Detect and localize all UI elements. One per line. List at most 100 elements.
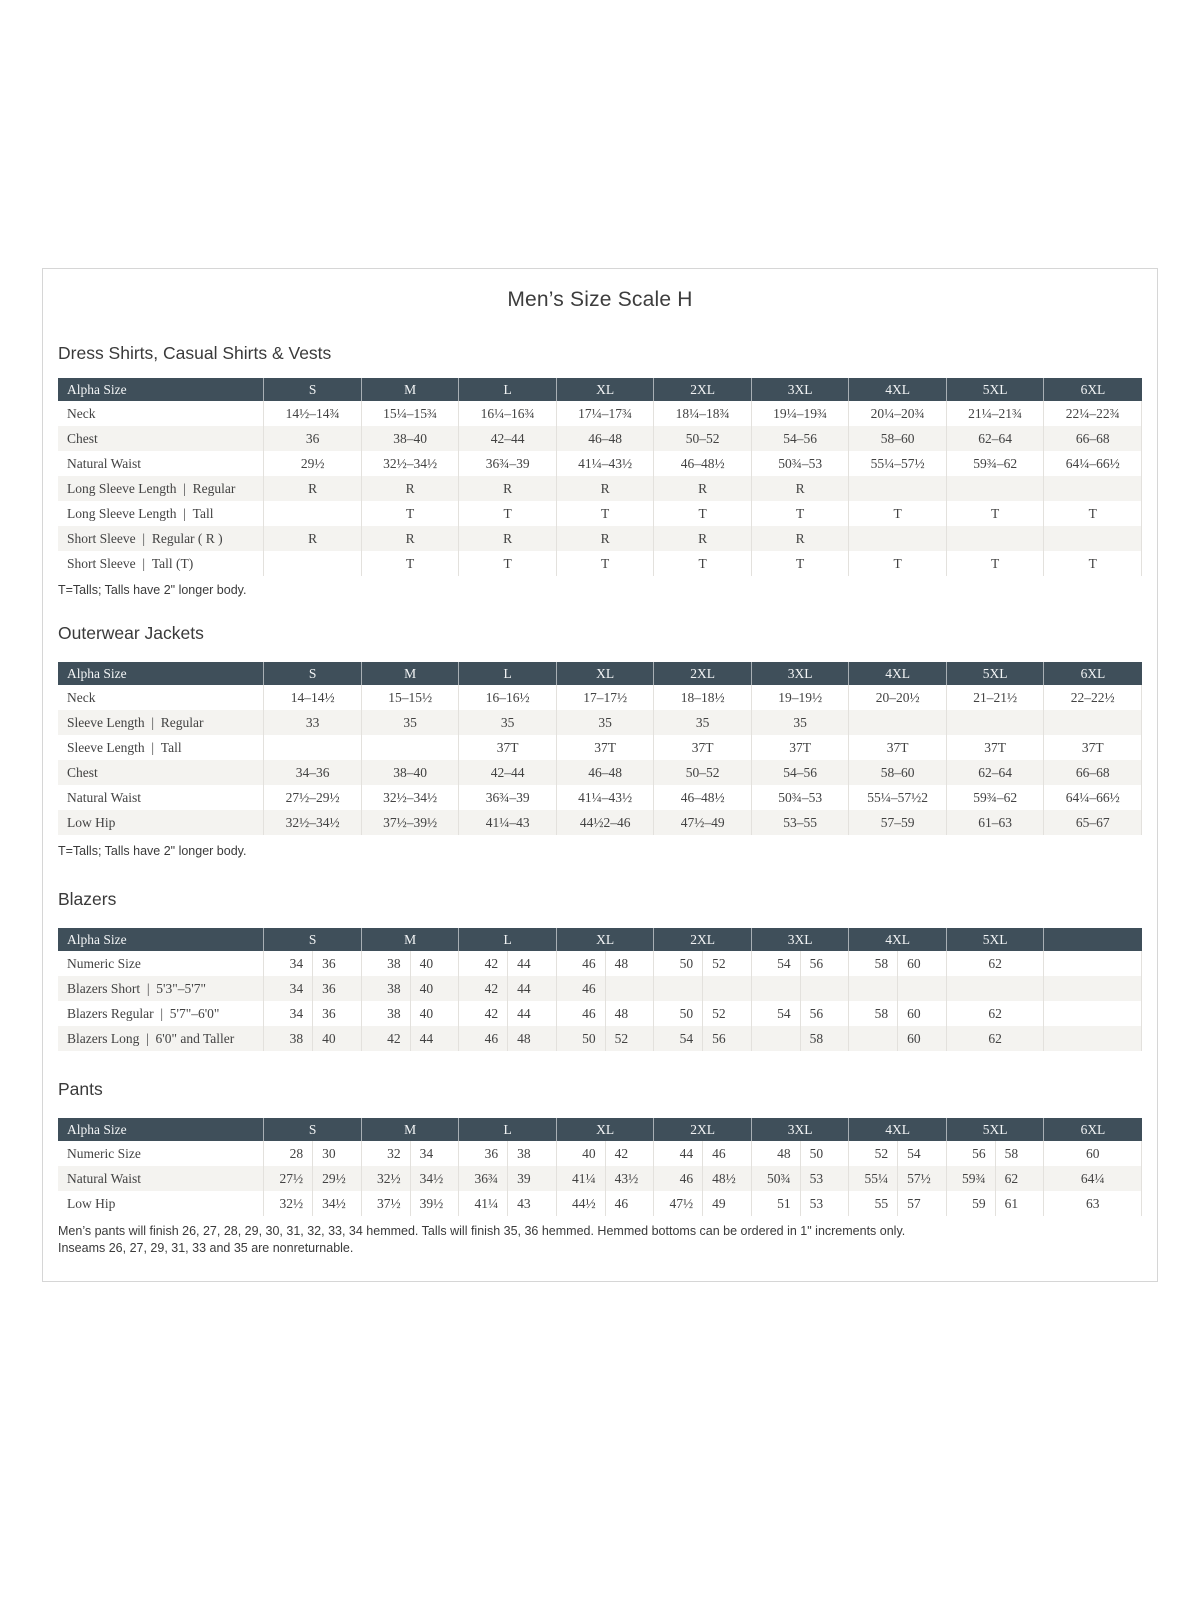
row-label: Sleeve Length | Regular [58,710,265,735]
row-label-header: Alpha Size [58,928,265,951]
talls-footnote-dress-shirts: T=Talls; Talls have 2" longer body. [58,583,247,597]
blazers-size-table: Alpha Size S M L XL 2XL 3XL 4XL 5XL Numeric Size 3… [58,928,1142,1051]
size-cell: R [556,526,655,551]
size-cell: 29½ [263,451,362,476]
size-cell: 44½ [556,1191,606,1216]
size-cell: 16¼–16¾ [458,401,557,426]
size-cell: 32½ [361,1166,411,1191]
pants-footnote-hemming: Men’s pants will finish 26, 27, 28, 29, … [58,1224,906,1238]
size-cell: 36 [312,1001,362,1026]
size-cell: T [361,501,460,526]
size-cell: 42 [361,1026,411,1051]
size-cell: 44½2–46 [556,810,655,835]
size-cell: 46 [653,1166,704,1191]
size-cell: 41¼–43 [458,810,557,835]
size-cell: R [361,526,460,551]
size-cell: 54–56 [751,760,850,785]
size-cell [1043,976,1142,1001]
size-cell: 64¼–66½ [1043,785,1142,810]
size-cell [897,976,947,1001]
section-heading-outerwear: Outerwear Jackets [58,623,204,643]
size-cell: 34–36 [263,760,362,785]
size-cell: 60 [1043,1141,1142,1166]
size-cell: R [263,476,362,501]
size-cell: 37T [946,735,1045,760]
row-label: Natural Waist [58,785,265,810]
size-cell: 19–19½ [751,685,850,710]
size-cell [1043,526,1142,551]
size-cell: 30 [312,1141,362,1166]
size-cell: 41¼ [556,1166,606,1191]
row-label: Neck [58,685,265,710]
size-cell: 36 [458,1141,509,1166]
size-cell: 58–60 [848,426,947,451]
size-cell: T [556,501,655,526]
size-cell: T [1043,501,1142,526]
column-header: L [458,1118,557,1141]
size-cell [1043,476,1142,501]
column-header: 2XL [653,378,752,401]
section-heading-blazers: Blazers [58,889,117,909]
size-cell: 37T [458,735,557,760]
size-cell [1043,951,1142,976]
table-row: Chest 36 38–40 42–44 46–48 50–52 54–56 58–60 62–… [58,426,1142,451]
row-label-header: Alpha Size [58,1118,265,1141]
column-header: 3XL [751,662,850,685]
size-cell [1043,1026,1142,1051]
size-cell: R [458,526,557,551]
size-cell: 60 [897,951,947,976]
size-cell: 55 [848,1191,899,1216]
size-cell: 55¼ [848,1166,899,1191]
size-cell: 46 [556,1001,606,1026]
size-cell [946,526,1045,551]
size-cell: 32½ [263,1191,314,1216]
size-cell [605,976,655,1001]
size-cell: T [946,501,1045,526]
size-cell: 59¾–62 [946,451,1045,476]
size-cell: 46 [605,1191,655,1216]
size-cell [800,976,850,1001]
page-title: Men’s Size Scale H [507,288,693,311]
row-label: Short Sleeve | Tall (T) [58,551,265,576]
size-cell: 44 [410,1026,460,1051]
table-row: Blazers Short | 5'3"–5'7" 34 36 38 40 42 44 46 [58,976,1142,1001]
table-row: Blazers Regular | 5'7"–6'0" 34 36 38 40 42 44 4… [58,1001,1142,1026]
size-cell: T [361,551,460,576]
column-header: M [361,1118,460,1141]
size-cell: 37T [556,735,655,760]
row-label: Natural Waist [58,1166,265,1191]
size-table: Alpha Size S M L XL 2XL 3XL 4XL 5XL 6XL Neck 14½–14… [58,378,1142,576]
size-cell: R [751,476,850,501]
size-cell: R [751,526,850,551]
size-cell: 54 [897,1141,947,1166]
size-cell: 29½ [312,1166,362,1191]
row-label: Natural Waist [58,451,265,476]
column-header: 3XL [751,1118,850,1141]
row-label: Blazers Long | 6'0" and Taller [58,1026,265,1051]
size-cell: 44 [507,976,557,1001]
row-label: Long Sleeve Length | Tall [58,501,265,526]
column-header: 5XL [946,662,1045,685]
section-pants: Pants Alpha Size S M L XL 2XL 3XL 4XL 5XL 6XL Nume… [58,1079,1142,1257]
size-cell: 59¾–62 [946,785,1045,810]
size-cell: 55¼–57½2 [848,785,947,810]
size-cell: 52 [702,951,752,976]
size-table: Alpha Size S M L XL 2XL 3XL 4XL 5XL 6XL Neck 14–14½… [58,662,1142,835]
header-row: Alpha Size S M L XL 2XL 3XL 4XL 5XL 6XL [58,1118,1142,1141]
size-cell: 50 [653,951,704,976]
size-chart-sheet: Men’s Size Scale H Dress Shirts, Casual … [42,268,1158,1282]
column-header [1043,928,1142,951]
row-label: Low Hip [58,1191,265,1216]
size-cell: 36¾ [458,1166,509,1191]
section-dress-shirts: Dress Shirts, Casual Shirts & Vests Alph… [58,343,1142,599]
size-cell: 38–40 [361,426,460,451]
size-cell: 22¼–22¾ [1043,401,1142,426]
column-header: 3XL [751,378,850,401]
size-cell: 32½–34½ [361,451,460,476]
size-cell: 44 [507,1001,557,1026]
column-header: L [458,928,557,951]
size-cell: 48½ [702,1166,752,1191]
table-row: Natural Waist 29½ 32½–34½ 36¾–39 41¼–43½ 46–4… [58,451,1142,476]
size-cell: 50¾–53 [751,785,850,810]
size-cell: 40 [410,976,460,1001]
